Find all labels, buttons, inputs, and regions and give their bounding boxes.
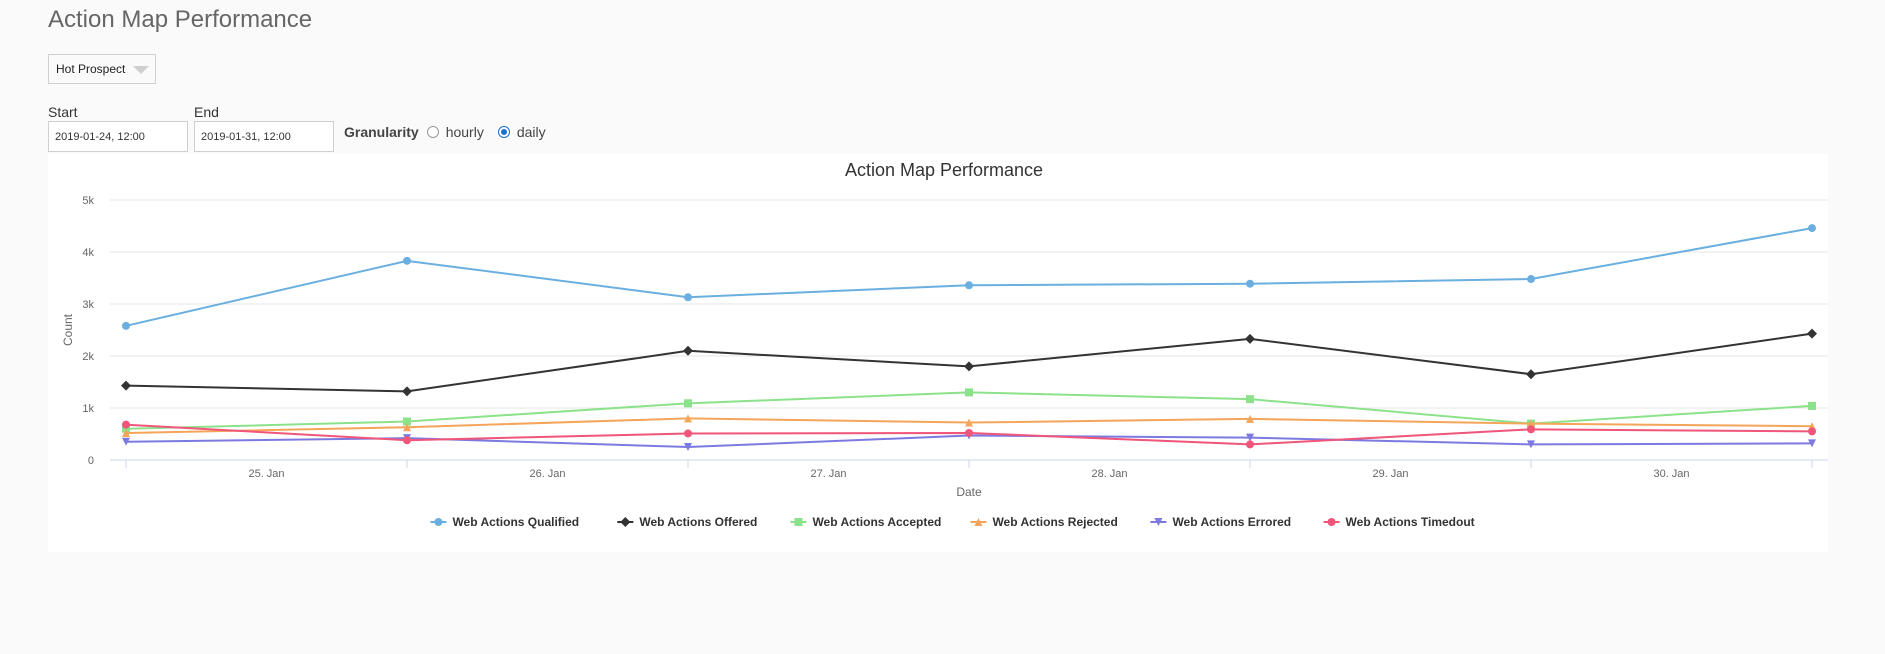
legend-item[interactable]: Web Actions Errored [1150,515,1291,529]
x-tick-label: 26. Jan [529,468,565,480]
data-point [1527,419,1535,428]
data-point [965,388,973,397]
y-tick-label: 3k [82,299,94,311]
granularity-group: Granularity hourly daily [344,122,560,142]
data-point [1526,369,1536,380]
legend-item[interactable]: Web Actions Rejected [970,515,1118,529]
y-tick-label: 1k [82,403,94,415]
data-point [403,417,411,426]
data-point [1245,333,1255,344]
data-point [964,361,974,372]
series-1 [121,328,1817,397]
legend-label: Web Actions Errored [1172,515,1291,529]
data-point [1527,440,1535,449]
data-point [122,420,130,429]
grid [110,199,1828,461]
series-group [121,224,1817,451]
legend-symbol [434,518,443,526]
data-point [121,380,131,391]
start-label: Start [48,104,78,120]
data-point [403,256,411,265]
radio-hourly[interactable] [426,126,439,138]
data-point [122,424,130,433]
data-point [684,414,692,423]
chart-title: Action Map Performance [845,160,1043,180]
legend-label: Web Actions Rejected [992,515,1117,529]
legend-symbol [620,517,631,527]
legend-symbol [1327,518,1336,526]
y-tick-label: 4k [82,247,94,259]
data-point [403,436,411,445]
x-axis-label: Date [956,485,982,499]
legend-symbol [1154,518,1163,526]
data-point [1808,224,1816,233]
data-point [1246,395,1254,404]
x-tick-label: 30. Jan [1653,468,1689,480]
legend-symbol [794,518,803,526]
y-tick-label: 5k [82,195,94,207]
data-point [1246,433,1254,442]
data-point [1808,401,1816,410]
radio-daily[interactable] [497,126,510,138]
data-point [1527,275,1535,284]
legend-symbol [974,518,983,526]
legend-item[interactable]: Web Actions Offered [617,515,757,529]
data-point [402,386,412,397]
x-tick-label: 27. Jan [810,468,846,480]
end-date-input[interactable] [194,121,334,152]
legend-label: Web Actions Qualified [452,515,579,529]
data-point [403,423,411,432]
series-5 [122,420,1816,449]
x-axis: 25. Jan 26. Jan 27. Jan 28. Jan 29. Jan 30. J… [125,460,1813,480]
legend-label: Web Actions Offered [639,515,757,529]
filter-dropdown[interactable]: Hot Prospect [48,54,156,84]
data-point [965,418,973,427]
data-point [122,321,130,330]
end-label: End [194,104,219,120]
data-point [1527,425,1535,434]
series-line [125,227,1813,327]
data-point [122,437,130,446]
data-point [684,293,692,302]
legend: Web Actions Qualified Web Actions Offered… [430,515,1475,529]
legend-item[interactable]: Web Actions Qualified [430,515,579,529]
legend-item[interactable]: Web Actions Accepted [790,515,941,529]
data-point [1246,279,1254,288]
y-tick-label: 0 [88,455,94,467]
data-point [1246,440,1254,449]
y-axis-label: Count [61,313,75,346]
x-tick-label: 29. Jan [1372,468,1408,480]
series-0 [122,224,1816,330]
data-point [1808,439,1816,448]
chart-panel: Action Map Performance 0 1k 2k 3k 4k 5k 25. J… [48,154,1828,552]
data-point [122,428,130,437]
legend-label: Web Actions Timedout [1346,515,1475,529]
data-point [683,345,693,356]
data-point [684,443,692,451]
data-point [1807,328,1817,339]
filter-dropdown-value: Hot Prospect [56,62,126,76]
x-tick-label: 25. Jan [248,468,284,480]
y-tick-label: 2k [82,351,94,363]
legend-item[interactable]: Web Actions Timedout [1323,515,1475,529]
data-point [965,281,973,290]
granularity-label: Granularity [344,124,419,140]
line-chart: Action Map Performance 0 1k 2k 3k 4k 5k 25. J… [61,160,1828,529]
radio-daily-label[interactable]: daily [516,124,546,140]
data-point [965,428,973,437]
data-point [684,429,692,438]
legend-label: Web Actions Accepted [812,515,941,529]
radio-hourly-label[interactable]: hourly [445,124,484,140]
start-date-input[interactable] [48,121,188,152]
y-axis: 0 1k 2k 3k 4k 5k [82,195,94,467]
chevron-down-icon [133,66,149,74]
data-point [684,399,692,408]
page-title: Action Map Performance [48,6,313,33]
x-tick-label: 28. Jan [1091,468,1127,480]
data-point [1246,414,1254,423]
series-3 [122,414,1816,437]
data-point [1808,427,1816,436]
